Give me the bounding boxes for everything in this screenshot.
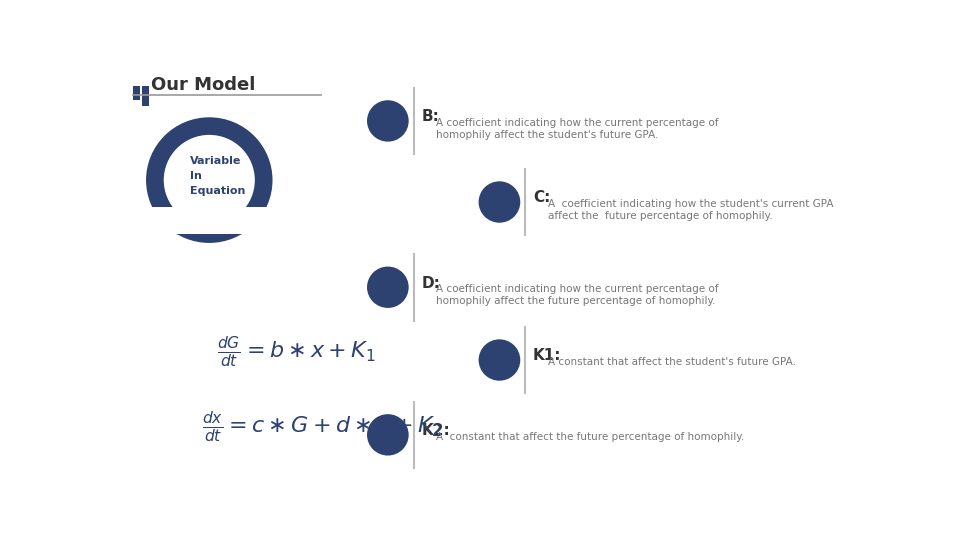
FancyBboxPatch shape	[133, 85, 140, 100]
Text: C:: C:	[533, 191, 550, 205]
Ellipse shape	[146, 117, 273, 243]
Polygon shape	[186, 206, 232, 217]
Polygon shape	[168, 208, 251, 219]
Text: affect the  future percentage of homophily.: affect the future percentage of homophil…	[548, 211, 773, 221]
Text: A  coefficient indicating how the student's current GPA: A coefficient indicating how the student…	[548, 199, 833, 208]
Text: Our Model: Our Model	[152, 76, 255, 94]
Text: homophily affect the future percentage of homophily.: homophily affect the future percentage o…	[436, 296, 716, 306]
Text: A  constant that affect the future percentage of homophily.: A constant that affect the future percen…	[436, 431, 744, 442]
Text: $\frac{dx}{dt} = c \ast G + d \ast x + K_2$: $\frac{dx}{dt} = c \ast G + d \ast x + K…	[202, 409, 442, 444]
Ellipse shape	[171, 219, 248, 226]
Ellipse shape	[367, 414, 409, 456]
Ellipse shape	[171, 208, 248, 216]
Ellipse shape	[171, 228, 248, 236]
Text: A coefficient indicating how the current percentage of: A coefficient indicating how the current…	[436, 284, 719, 294]
Ellipse shape	[367, 267, 409, 308]
Text: K2:: K2:	[421, 423, 450, 438]
Text: D:: D:	[421, 275, 441, 291]
Text: K1:: K1:	[533, 348, 562, 363]
Text: B:: B:	[421, 109, 439, 124]
Ellipse shape	[164, 135, 254, 225]
Text: $\frac{dG}{dt} = b \ast x + K_1$: $\frac{dG}{dt} = b \ast x + K_1$	[217, 334, 375, 369]
Ellipse shape	[367, 100, 409, 141]
FancyBboxPatch shape	[138, 206, 280, 234]
Ellipse shape	[479, 181, 520, 222]
Text: homophily affect the student's future GPA.: homophily affect the student's future GP…	[436, 130, 659, 140]
Text: A constant that affect the student's future GPA.: A constant that affect the student's fut…	[548, 357, 796, 367]
Text: Variable
In
Equation: Variable In Equation	[190, 156, 246, 195]
Text: A coefficient indicating how the current percentage of: A coefficient indicating how the current…	[436, 118, 719, 127]
FancyBboxPatch shape	[142, 85, 149, 106]
Ellipse shape	[479, 339, 520, 381]
